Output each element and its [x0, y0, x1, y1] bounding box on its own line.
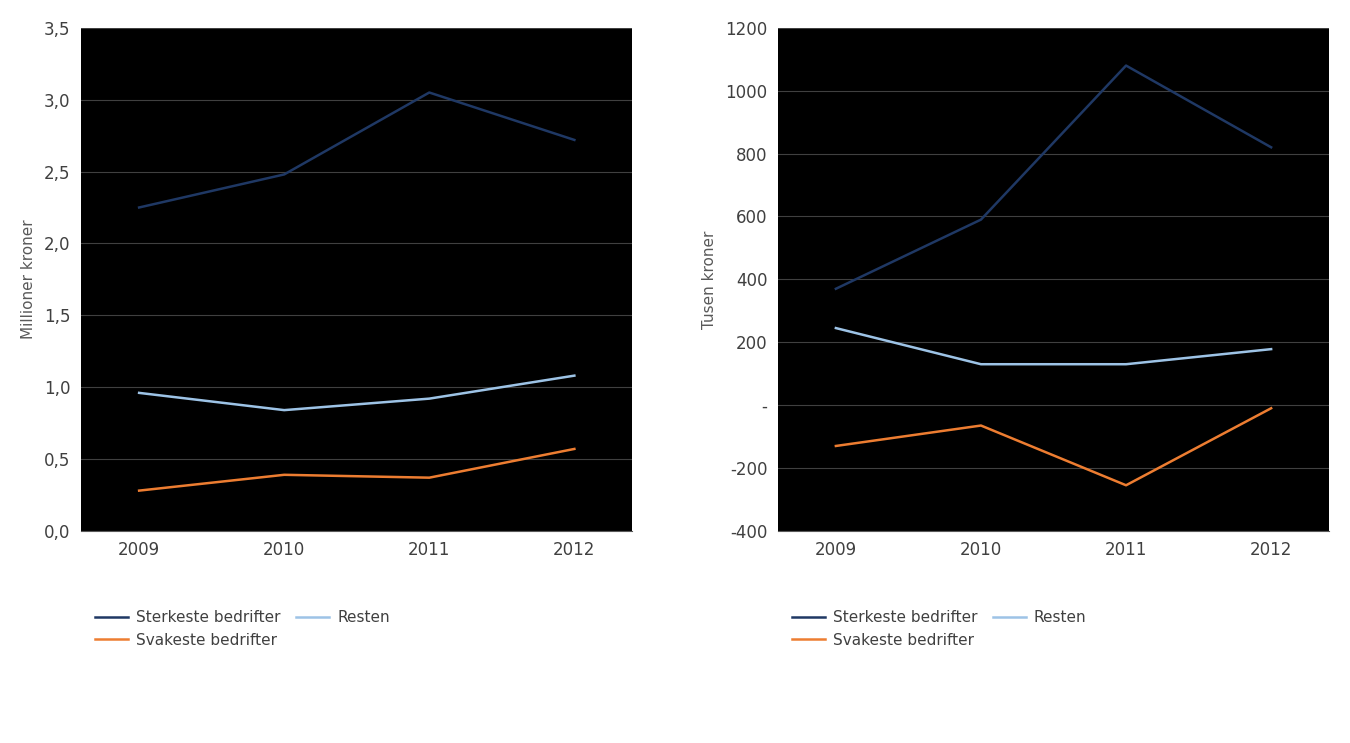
Y-axis label: Tusen kroner: Tusen kroner: [702, 230, 717, 328]
Legend: Sterkeste bedrifter, Svakeste bedrifter, Resten: Sterkeste bedrifter, Svakeste bedrifter,…: [786, 604, 1092, 654]
Legend: Sterkeste bedrifter, Svakeste bedrifter, Resten: Sterkeste bedrifter, Svakeste bedrifter,…: [89, 604, 396, 654]
Y-axis label: Millioner kroner: Millioner kroner: [20, 219, 36, 339]
